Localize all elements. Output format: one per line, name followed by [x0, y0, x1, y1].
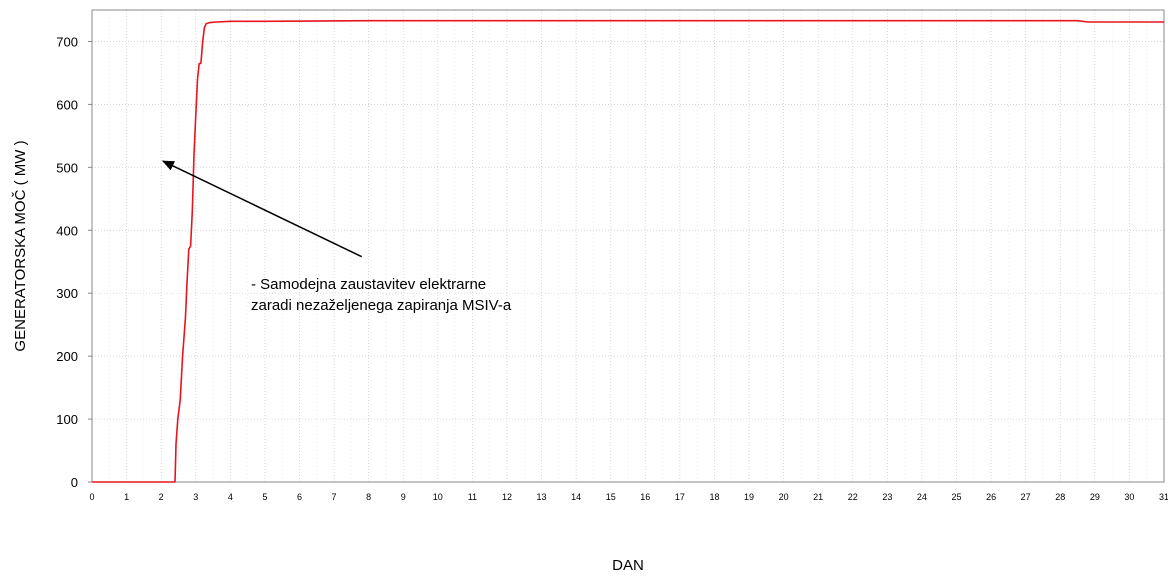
x-axis-ticks: 0 1 2 3 4 5 6 7 8 9 10 11 12 13 14 15 16 17 18 19 20 21 22 23 24…	[89, 492, 1168, 502]
y-tick-label: 100	[56, 412, 78, 427]
series-layer	[92, 19, 1164, 483]
series-line-generator-power	[92, 19, 1164, 483]
x-tick-label: 5	[262, 492, 267, 502]
x-tick-label: 3	[193, 492, 198, 502]
x-tick-label: 26	[986, 492, 996, 502]
x-tick-label: 24	[917, 492, 927, 502]
x-tick-label: 10	[433, 492, 443, 502]
x-tick-label: 16	[640, 492, 650, 502]
x-tick-label: 4	[228, 492, 233, 502]
x-tick-label: 7	[332, 492, 337, 502]
y-tick-label: 400	[56, 223, 78, 238]
x-tick-label: 22	[848, 492, 858, 502]
x-tick-label: 31	[1159, 492, 1168, 502]
y-tick-label: 500	[56, 160, 78, 175]
annotation-layer: - Samodejna zaustavitev elektrarne zaradi…	[161, 160, 512, 314]
x-tick-label: 1	[124, 492, 129, 502]
annotation-arrow	[161, 160, 363, 258]
x-tick-label: 9	[401, 492, 406, 502]
x-tick-label: 14	[571, 492, 581, 502]
x-tick-label: 2	[159, 492, 164, 502]
x-tick-label: 18	[709, 492, 719, 502]
x-tick-label: 15	[606, 492, 616, 502]
x-tick-label: 27	[1021, 492, 1031, 502]
y-tick-label: 600	[56, 97, 78, 112]
x-tick-label: 20	[779, 492, 789, 502]
x-tick-label: 11	[468, 492, 477, 502]
x-tick-label: 8	[366, 492, 371, 502]
x-axis-title: DAN	[612, 557, 644, 574]
y-axis-ticks: 0 100 200 300 400 500 600 700	[56, 34, 92, 490]
x-tick-label: 12	[502, 492, 512, 502]
plot-frame	[91, 9, 1165, 483]
annotation-text-line: zaradi nezaželjenega zapiranja MSIV-a	[251, 297, 512, 314]
x-tick-label: 28	[1055, 492, 1065, 502]
y-axis-title: GENERATORSKA MOČ ( MW )	[12, 140, 29, 351]
x-tick-label: 30	[1124, 492, 1134, 502]
x-tick-label: 17	[675, 492, 685, 502]
x-tick-label: 19	[744, 492, 754, 502]
y-tick-label: 300	[56, 286, 78, 301]
x-tick-label: 0	[89, 492, 94, 502]
x-tick-label: 25	[952, 492, 962, 502]
x-tick-label: 13	[537, 492, 547, 502]
y-tick-label: 700	[56, 34, 78, 49]
x-tick-label: 21	[813, 492, 823, 502]
x-tick-label: 29	[1090, 492, 1100, 502]
x-tick-label: 23	[882, 492, 892, 502]
x-tick-label: 6	[297, 492, 302, 502]
grid	[91, 10, 1165, 482]
annotation-text-line: - Samodejna zaustavitev elektrarne	[251, 276, 486, 293]
y-tick-label: 200	[56, 349, 78, 364]
y-tick-label: 0	[71, 475, 78, 490]
